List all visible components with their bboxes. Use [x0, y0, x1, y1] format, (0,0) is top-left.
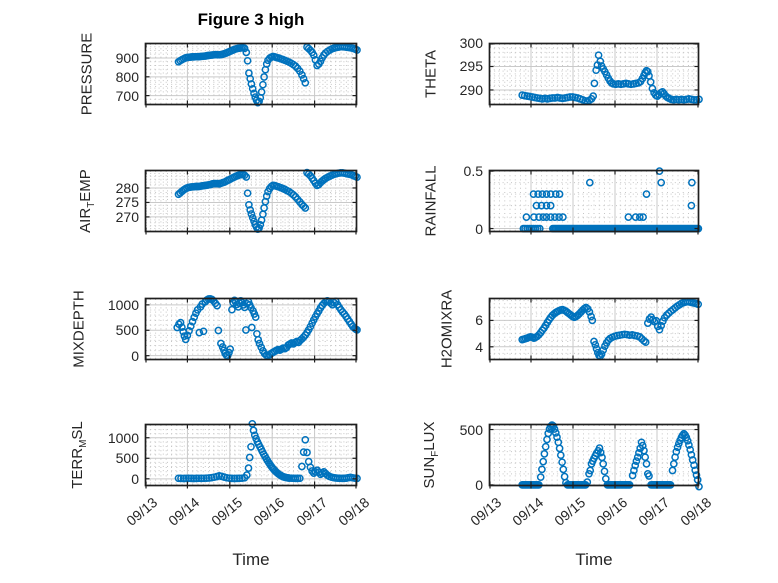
plot-area	[488, 297, 703, 363]
y-tick-label: 0	[131, 470, 139, 487]
axes-box	[144, 423, 358, 489]
x-tick-label: 09/14	[509, 494, 547, 529]
series-markers	[174, 168, 361, 233]
axes-box	[488, 169, 700, 235]
series-markers	[173, 294, 361, 360]
subplot-theta	[488, 42, 703, 108]
x-tick-label: 09/14	[165, 494, 203, 529]
plot-area	[488, 42, 703, 108]
plot-area	[488, 167, 703, 235]
y-tick-label: 280	[115, 179, 139, 196]
y-axis-label: H2OMIXRA	[438, 289, 456, 369]
figure-title: Figure 3 high	[197, 10, 305, 29]
y-axis-label: RAINFALL	[422, 165, 440, 237]
subplot-air_temp	[144, 168, 361, 235]
y-tick-label: 300	[459, 35, 483, 51]
series-markers	[518, 297, 703, 361]
y-tick-label: 900	[115, 50, 139, 67]
y-tick-label: 800	[115, 68, 139, 85]
x-tick-label: 09/15	[551, 494, 589, 529]
x-tick-label: 09/18	[677, 494, 715, 529]
subplot-terr_msl	[144, 419, 361, 489]
y-axis-label: TERRMSL	[69, 421, 89, 489]
y-tick-label: 4	[475, 338, 483, 355]
y-tick-label: 0.5	[463, 163, 483, 180]
axes-box	[144, 42, 358, 108]
plot-area	[144, 419, 361, 489]
x-axis-label-right: Time	[575, 550, 613, 569]
x-tick-label: 09/13	[123, 494, 161, 529]
y-tick-label: 700	[115, 87, 139, 104]
x-tick-label: 09/16	[250, 494, 288, 529]
series-markers	[518, 421, 703, 491]
y-tick-label: 500	[459, 421, 483, 438]
y-axis-label: THETA	[422, 49, 440, 99]
subplot-rainfall	[488, 167, 703, 235]
y-axis-label: PRESSURE	[78, 32, 96, 116]
plot-area	[488, 421, 703, 491]
axes-box	[488, 42, 700, 108]
x-tick-label: 09/17	[292, 494, 330, 529]
y-tick-label: 6	[475, 312, 483, 329]
y-tick-label: 0	[475, 476, 483, 493]
x-tick-label: 09/15	[207, 494, 246, 529]
x-tick-label: 09/18	[335, 494, 373, 529]
y-axis-label: MIXDEPTH	[70, 290, 88, 368]
axes-box	[144, 297, 358, 363]
y-tick-label: 0	[475, 220, 483, 237]
y-axis-label: AIRTEMP	[77, 169, 97, 233]
axes-box	[488, 297, 700, 363]
y-tick-label: 500	[115, 450, 139, 467]
plot-area	[144, 42, 361, 108]
y-tick-label: 275	[115, 194, 139, 211]
plot-area	[144, 294, 361, 363]
x-tick-label: 09/17	[635, 494, 673, 529]
series-markers	[519, 167, 703, 233]
y-tick-label: 500	[115, 322, 139, 339]
plot-area	[144, 168, 361, 235]
axes-box	[144, 169, 358, 235]
y-tick-label: 1000	[107, 429, 139, 446]
subplot-mixdepth	[144, 294, 361, 363]
y-tick-label: 0	[131, 347, 139, 364]
y-tick-label: 1000	[107, 296, 139, 313]
subplot-h2omixra	[488, 297, 703, 363]
minor-grid	[490, 171, 698, 231]
subplot-sun_flux	[488, 421, 703, 491]
series-markers	[518, 51, 703, 106]
series-markers	[174, 42, 361, 107]
y-tick-label: 270	[115, 208, 139, 225]
x-tick-label: 09/13	[467, 494, 505, 529]
x-axis-label-left: Time	[232, 550, 270, 569]
y-tick-label: 295	[459, 58, 483, 75]
y-axis-label: SUNFLUX	[421, 421, 441, 489]
y-tick-label: 290	[459, 81, 483, 98]
subplot-pressure	[144, 42, 361, 108]
x-tick-label: 09/16	[593, 494, 631, 529]
axes-box	[488, 423, 700, 489]
